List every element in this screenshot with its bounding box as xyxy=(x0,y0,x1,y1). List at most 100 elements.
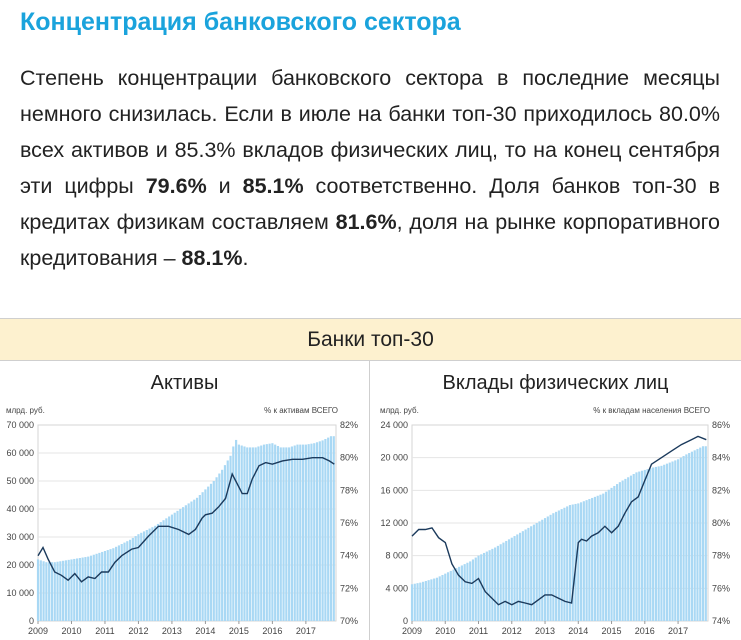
bar xyxy=(36,559,40,621)
bar xyxy=(444,573,447,621)
bar xyxy=(187,503,190,621)
x-tick-label: 2014 xyxy=(568,626,588,636)
bar xyxy=(246,447,249,621)
bar xyxy=(318,441,321,621)
bar xyxy=(660,465,663,621)
bar xyxy=(568,505,572,621)
left-tick-label: 70 000 xyxy=(6,420,34,430)
bar xyxy=(441,574,444,621)
bar xyxy=(201,492,204,621)
bar xyxy=(463,564,466,621)
left-tick-label: 16 000 xyxy=(380,485,408,495)
bar xyxy=(282,447,285,621)
bar xyxy=(240,445,243,621)
bar xyxy=(566,506,569,621)
bar xyxy=(265,444,268,621)
bar xyxy=(218,473,221,621)
bar xyxy=(193,499,196,621)
bar xyxy=(430,579,433,621)
bar xyxy=(596,495,599,621)
bar xyxy=(329,436,333,621)
bar xyxy=(232,446,235,621)
bar xyxy=(690,451,694,621)
right-tick-label: 74% xyxy=(340,551,358,561)
bar xyxy=(145,530,148,621)
bar xyxy=(505,540,508,621)
bar xyxy=(198,495,201,621)
bar xyxy=(668,462,671,621)
bar xyxy=(215,477,218,621)
bar xyxy=(53,562,56,621)
bar xyxy=(207,486,210,621)
bar xyxy=(646,469,649,621)
bar xyxy=(654,466,657,621)
right-tick-label: 84% xyxy=(712,453,730,463)
bar xyxy=(513,536,516,621)
bar xyxy=(254,447,257,621)
bar xyxy=(480,554,483,621)
right-tick-label: 82% xyxy=(340,420,358,430)
paragraph-text: . xyxy=(242,246,249,270)
left-tick-label: 30 000 xyxy=(6,532,34,542)
bar xyxy=(563,507,566,621)
bar xyxy=(332,436,335,621)
bar xyxy=(571,504,574,621)
right-tick-label: 72% xyxy=(340,583,358,593)
bar xyxy=(64,560,67,621)
bar xyxy=(170,514,174,621)
bar xyxy=(474,557,477,621)
bar xyxy=(699,447,702,621)
bar xyxy=(424,580,427,621)
right-tick-label: 80% xyxy=(712,518,730,528)
bar xyxy=(195,497,199,621)
bar xyxy=(560,509,563,621)
left-tick-label: 0 xyxy=(29,616,34,626)
bar xyxy=(260,445,263,621)
left-tick-label: 12 000 xyxy=(380,518,408,528)
left-tick-label: 0 xyxy=(403,616,408,626)
bar xyxy=(42,561,45,621)
bar xyxy=(117,545,121,621)
assets-chart: млрд. руб. % к активам ВСЕГО 0 10 000 20 000… xyxy=(6,406,358,636)
bar xyxy=(535,523,538,621)
bar xyxy=(56,561,59,621)
bar xyxy=(106,550,109,621)
bar xyxy=(159,522,162,621)
x-tick-label: 2010 xyxy=(435,626,455,636)
bar xyxy=(682,456,685,621)
bar xyxy=(87,556,90,621)
bar xyxy=(120,544,123,621)
bar xyxy=(627,477,630,621)
bar xyxy=(173,512,176,621)
bar xyxy=(142,531,146,621)
bar xyxy=(585,500,588,621)
bar xyxy=(546,516,549,621)
bar xyxy=(557,510,560,621)
bar xyxy=(212,481,215,621)
bar xyxy=(248,447,252,621)
x-tick-label: 2009 xyxy=(28,626,48,636)
bar xyxy=(279,447,282,621)
bar xyxy=(290,446,294,621)
bar xyxy=(532,524,536,621)
bar xyxy=(324,439,327,621)
bar xyxy=(502,542,505,621)
paragraph-text: соответственно. Доля банков топ-30 в кре… xyxy=(20,174,720,234)
paragraph-text: Степень концентрации банковского сектора… xyxy=(20,66,720,198)
bar xyxy=(482,552,486,621)
left-tick-label: 20 000 xyxy=(6,560,34,570)
x-tick-label: 2016 xyxy=(635,626,655,636)
x-tick-label: 2011 xyxy=(469,626,488,636)
bar xyxy=(643,469,646,621)
bar xyxy=(156,523,160,621)
bar xyxy=(599,494,602,621)
bar xyxy=(543,518,547,621)
bar xyxy=(140,532,143,621)
bar xyxy=(168,516,171,621)
bar xyxy=(48,562,51,621)
page-title: Концентрация банковского сектора xyxy=(20,8,461,36)
bar xyxy=(223,465,227,621)
bar xyxy=(416,583,419,621)
x-tick-label: 2010 xyxy=(61,626,81,636)
right-tick-label: 82% xyxy=(712,485,730,495)
